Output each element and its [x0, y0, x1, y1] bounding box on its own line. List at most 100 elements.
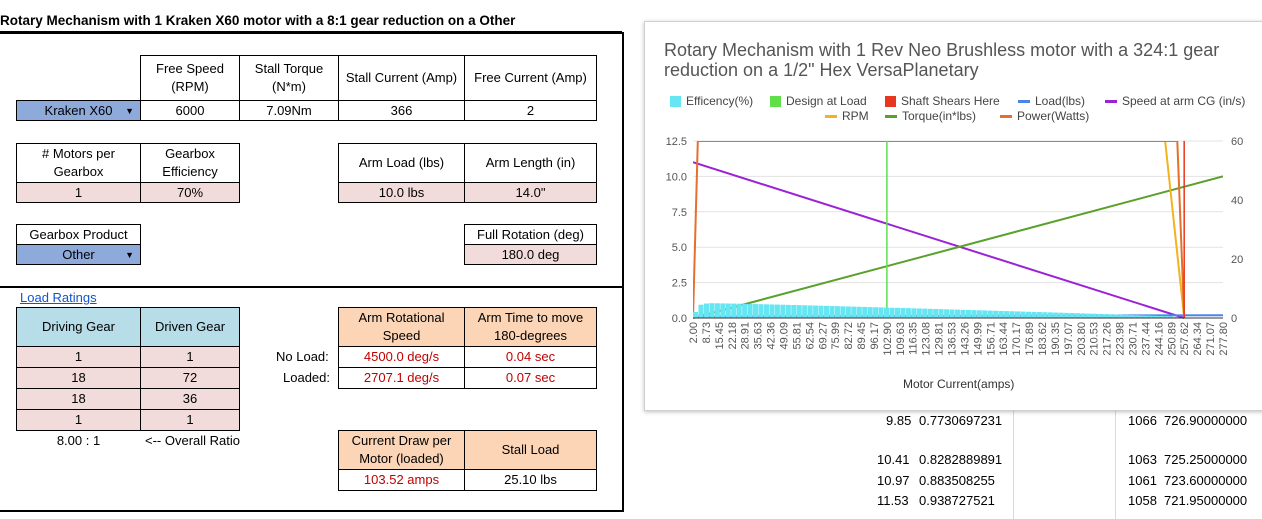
x-tick-label: 82.72 [843, 322, 855, 350]
load-ratings-link[interactable]: Load Ratings [20, 290, 97, 305]
efficiency-bar [769, 304, 775, 318]
bg-cell: 11.53 [877, 493, 909, 508]
efficiency-bar [976, 310, 982, 318]
legend-load: Load(lbs) [1018, 94, 1085, 108]
efficiency-bar [1129, 315, 1135, 318]
x-tick-label: 257.62 [1179, 322, 1191, 356]
stall-load-label: Stall Load [464, 430, 597, 470]
legend-label: Load(lbs) [1035, 94, 1086, 108]
efficiency-bar [698, 304, 704, 318]
efficiency-bar [1118, 314, 1124, 318]
driving-gear-3[interactable]: 18 [16, 388, 141, 410]
legend-swatch [770, 95, 781, 107]
motor-select-value: Kraken X60 [44, 102, 113, 118]
overall-ratio-label: <-- Overall Ratio [145, 433, 240, 448]
efficiency-bar [1014, 311, 1021, 318]
motors-per-gearbox-input[interactable]: 1 [16, 182, 141, 203]
stall-current-value[interactable]: 366 [338, 100, 465, 121]
bottom-section-frame [0, 286, 624, 512]
bg-cell: 1063 [1128, 452, 1157, 467]
y-right-tick-label: 0 [1231, 313, 1237, 325]
grid-vline [1115, 409, 1116, 519]
efficiency-bar [916, 308, 922, 318]
efficiency-bar [873, 307, 879, 318]
efficiency-bar [763, 304, 770, 318]
free-current-value[interactable]: 2 [464, 100, 597, 121]
x-tick-label: 230.71 [1128, 322, 1140, 356]
driving-gear-2[interactable]: 18 [16, 367, 141, 389]
x-tick-label: 271.07 [1205, 322, 1217, 356]
driving-gear-1[interactable]: 1 [16, 346, 141, 368]
header-free-current: Free Current (Amp) [464, 55, 597, 101]
efficiency-bar [845, 306, 851, 318]
chevron-down-icon[interactable]: ▼ [125, 249, 134, 260]
driving-gear-4[interactable]: 1 [16, 409, 141, 431]
chart-title: Rotary Mechanism with 1 Rev Neo Brushles… [664, 40, 1220, 80]
x-tick-label: 129.81 [934, 322, 946, 356]
efficiency-bar [856, 306, 862, 318]
x-tick-label: 96.17 [869, 322, 881, 350]
chevron-down-icon[interactable]: ▼ [125, 105, 134, 116]
motor-select-dropdown[interactable]: Kraken X60 ▼ [16, 100, 141, 121]
x-tick-label: 176.89 [1024, 322, 1036, 356]
legend-label: Shaft Shears Here [901, 94, 1000, 108]
no-load-time: 0.04 sec [464, 346, 597, 368]
efficiency-bar [1053, 312, 1059, 318]
efficiency-bar [965, 309, 971, 318]
bg-cell: 723.60000000 [1164, 473, 1248, 488]
y-left-tick-label: 12.5 [666, 136, 687, 148]
gearbox-product-dropdown[interactable]: Other ▼ [16, 244, 141, 265]
bg-cell: 1066 [1128, 413, 1157, 428]
efficiency-bar [884, 307, 890, 318]
efficiency-bar [1091, 313, 1097, 318]
efficiency-bar [1009, 311, 1015, 318]
arm-load-input[interactable]: 10.0 lbs [338, 182, 465, 203]
efficiency-bar [823, 305, 830, 318]
y-left-tick-label: 0.0 [672, 313, 687, 325]
legend-label: Efficency(%) [686, 94, 754, 108]
loaded-speed: 2707.1 deg/s [338, 367, 465, 389]
x-tick-label: 264.34 [1192, 322, 1204, 356]
x-tick-label: 89.45 [856, 322, 868, 350]
x-tick-label: 49.09 [778, 322, 790, 350]
efficiency-bar [1162, 316, 1168, 318]
bg-cell: 10.97 [877, 473, 910, 488]
efficiency-bar [1085, 313, 1092, 318]
chart-panel[interactable]: Rotary Mechanism with 1 Rev Neo Brushles… [644, 21, 1262, 411]
efficiency-bar [960, 309, 966, 318]
legend-swatch [885, 95, 896, 107]
driven-gear-2[interactable]: 72 [140, 367, 240, 389]
efficiency-bar [1064, 312, 1070, 318]
x-tick-label: 183.62 [1037, 322, 1049, 356]
legend-shaft-shears: Shaft Shears Here [885, 94, 1000, 108]
driven-gear-4[interactable]: 1 [140, 409, 240, 431]
arm-length-input[interactable]: 14.0" [464, 182, 597, 203]
series-line [1164, 141, 1186, 319]
stall-torque-value[interactable]: 7.09Nm [239, 100, 339, 121]
efficiency-bar [785, 304, 791, 318]
y-left-tick-label: 2.5 [672, 278, 687, 290]
driven-gear-3[interactable]: 36 [140, 388, 240, 410]
efficiency-bar [758, 304, 764, 318]
efficiency-bar [993, 310, 999, 318]
efficiency-bar [851, 306, 857, 318]
stall-load-value: 25.10 lbs [464, 469, 597, 491]
gearbox-efficiency-input[interactable]: 70% [140, 182, 240, 203]
efficiency-bar [791, 304, 797, 318]
free-speed-value[interactable]: 6000 [140, 100, 240, 121]
efficiency-bar [1096, 313, 1102, 318]
y-left-tick-label: 10.0 [666, 171, 687, 183]
legend-swatch [825, 114, 837, 118]
full-rotation-label: Full Rotation (deg) [464, 224, 597, 245]
y-right-tick-label: 40 [1231, 195, 1243, 207]
efficiency-bar [1042, 312, 1048, 318]
efficiency-bar [774, 304, 780, 318]
x-tick-label: 136.53 [947, 322, 959, 356]
full-rotation-input[interactable]: 180.0 deg [464, 244, 597, 265]
efficiency-bar [709, 303, 715, 318]
legend-label: Design at Load [786, 94, 867, 108]
x-tick-label: 109.63 [895, 322, 907, 356]
efficiency-bar [834, 306, 840, 318]
driven-gear-1[interactable]: 1 [140, 346, 240, 368]
x-tick-label: 62.54 [804, 322, 816, 350]
